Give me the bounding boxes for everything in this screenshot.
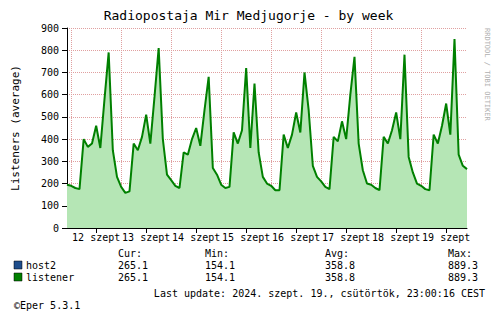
svg-text:listener: listener: [26, 272, 74, 283]
svg-text:Cur:: Cur:: [118, 248, 142, 259]
svg-text:15 szept: 15 szept: [222, 232, 270, 243]
svg-text:100: 100: [41, 200, 59, 211]
svg-text:300: 300: [41, 156, 59, 167]
svg-text:900: 900: [41, 23, 59, 34]
svg-text:19 szept: 19 szept: [422, 232, 470, 243]
svg-text:16 szept: 16 szept: [272, 232, 320, 243]
svg-text:Radiopostaja Mir Medjugorje -: Radiopostaja Mir Medjugorje - by week: [104, 8, 394, 23]
svg-text:Min:: Min:: [205, 248, 229, 259]
svg-text:host2: host2: [26, 260, 56, 271]
svg-text:265.1: 265.1: [118, 260, 148, 271]
svg-text:400: 400: [41, 134, 59, 145]
svg-text:700: 700: [41, 67, 59, 78]
svg-text:154.1: 154.1: [205, 260, 235, 271]
svg-text:200: 200: [41, 178, 59, 189]
svg-text:Avg:: Avg:: [325, 248, 349, 259]
svg-text:358.8: 358.8: [325, 272, 355, 283]
svg-text:Listeners (average): Listeners (average): [9, 65, 22, 191]
svg-text:RRDTOOL / TOBI OETIKER: RRDTOOL / TOBI OETIKER: [483, 28, 491, 122]
svg-text:889.3: 889.3: [448, 272, 478, 283]
svg-text:889.3: 889.3: [448, 260, 478, 271]
svg-text:12 szept: 12 szept: [72, 232, 120, 243]
svg-text:18 szept: 18 szept: [372, 232, 420, 243]
svg-text:500: 500: [41, 111, 59, 122]
svg-text:©Eper 5.3.1: ©Eper 5.3.1: [14, 300, 80, 311]
svg-text:800: 800: [41, 45, 59, 56]
svg-text:Last update: 2024. szept. 19.,: Last update: 2024. szept. 19., csütörtök…: [154, 288, 485, 299]
svg-text:154.1: 154.1: [205, 272, 235, 283]
svg-text:358.8: 358.8: [325, 260, 355, 271]
svg-text:13 szept: 13 szept: [122, 232, 170, 243]
svg-text:265.1: 265.1: [118, 272, 148, 283]
svg-text:14 szept: 14 szept: [172, 232, 220, 243]
svg-text:Max:: Max:: [448, 248, 472, 259]
svg-text:17 szept: 17 szept: [322, 232, 370, 243]
svg-text:600: 600: [41, 89, 59, 100]
svg-text:0: 0: [53, 223, 59, 234]
